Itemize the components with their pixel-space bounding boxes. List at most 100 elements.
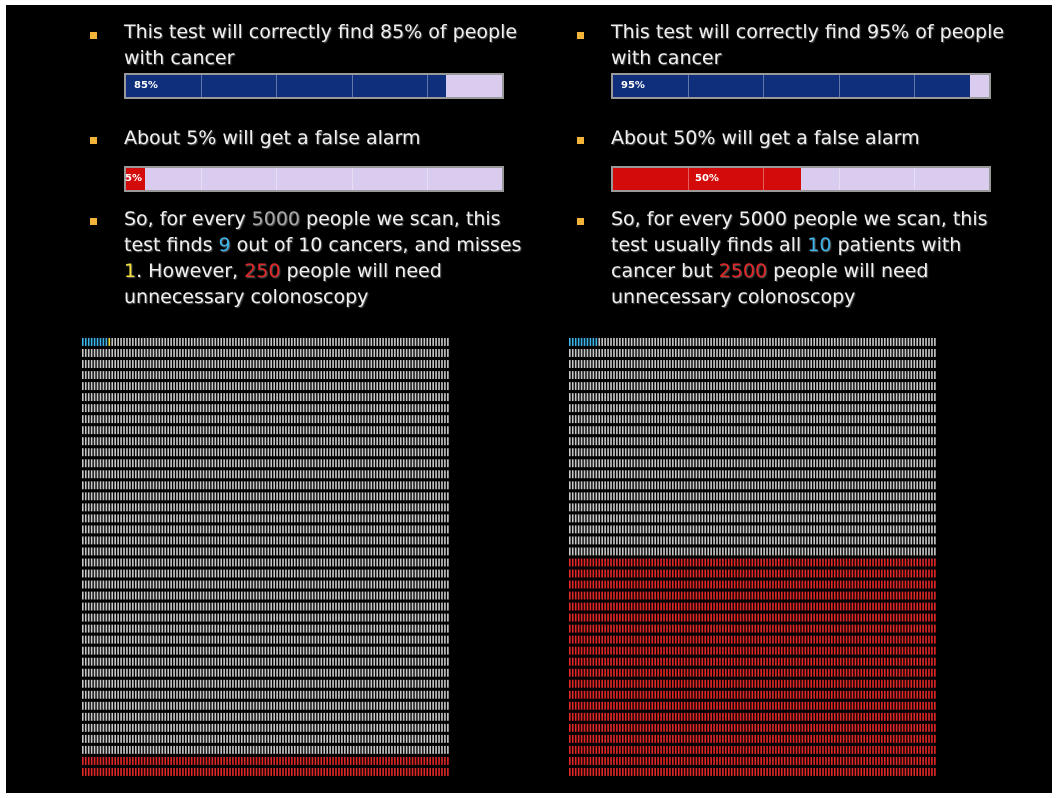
healthy-person (426, 701, 429, 710)
healthy-person (90, 492, 93, 501)
healthy-person (314, 415, 317, 424)
healthy-person (323, 404, 326, 413)
healthy-person (382, 481, 384, 490)
healthy-person (105, 536, 108, 545)
healthy-person (187, 558, 190, 567)
healthy-person (129, 679, 131, 688)
healthy-person (397, 569, 399, 578)
healthy-person (155, 459, 158, 468)
healthy-person (232, 448, 234, 457)
healthy-person (379, 514, 381, 523)
healthy-person (261, 514, 264, 523)
healthy-person (140, 415, 143, 424)
healthy-person (279, 558, 281, 567)
healthy-person (273, 525, 275, 534)
false-alarm-person (323, 756, 326, 765)
healthy-person (346, 437, 349, 446)
healthy-person (84, 492, 87, 501)
healthy-person (202, 657, 205, 666)
healthy-person (249, 646, 252, 655)
healthy-person (279, 349, 281, 357)
healthy-person (196, 371, 199, 380)
healthy-person (261, 679, 264, 688)
healthy-person (217, 646, 220, 655)
healthy-person (129, 635, 131, 644)
healthy-person (185, 558, 187, 567)
healthy-person (199, 734, 202, 743)
healthy-person (335, 580, 337, 589)
healthy-person (108, 712, 111, 721)
healthy-person (87, 536, 90, 545)
healthy-person (291, 426, 293, 435)
healthy-person (90, 558, 93, 567)
healthy-person (179, 503, 181, 512)
healthy-person (308, 481, 311, 490)
healthy-person (238, 371, 240, 380)
healthy-person (444, 580, 446, 589)
healthy-person (405, 668, 408, 677)
healthy-person (93, 481, 96, 490)
healthy-person (111, 712, 114, 721)
healthy-person (258, 580, 261, 589)
healthy-person (84, 569, 87, 578)
healthy-person (164, 668, 167, 677)
healthy-person (320, 426, 323, 435)
healthy-person (376, 613, 379, 622)
healthy-person (291, 701, 293, 710)
healthy-person (276, 393, 278, 402)
healthy-person (190, 426, 193, 435)
healthy-person (296, 745, 299, 754)
healthy-person (317, 426, 320, 435)
healthy-person (423, 393, 426, 402)
healthy-person (229, 547, 231, 556)
healthy-person (435, 613, 437, 622)
healthy-person (373, 503, 376, 512)
healthy-person (376, 679, 379, 688)
healthy-person (208, 745, 211, 754)
healthy-person (246, 426, 249, 435)
healthy-person (346, 349, 349, 357)
healthy-person (84, 668, 87, 677)
healthy-person (93, 514, 96, 523)
healthy-person (149, 360, 152, 368)
healthy-person (176, 536, 178, 545)
healthy-person (132, 679, 134, 688)
left-false-alarm-bar: 5% (124, 166, 504, 192)
healthy-person (279, 393, 281, 402)
healthy-person (273, 723, 275, 732)
healthy-person (264, 734, 267, 743)
healthy-person (379, 734, 381, 743)
false-alarm-person (232, 767, 234, 776)
healthy-person (120, 646, 122, 655)
healthy-person (408, 470, 411, 479)
healthy-person (96, 525, 99, 534)
healthy-person (102, 415, 105, 424)
healthy-person (87, 426, 90, 435)
healthy-person (264, 360, 267, 368)
healthy-person (308, 426, 311, 435)
healthy-person (335, 437, 337, 446)
healthy-person (379, 404, 381, 413)
healthy-person (411, 437, 414, 446)
healthy-person (117, 437, 119, 446)
healthy-person (185, 536, 187, 545)
healthy-person (364, 360, 367, 368)
healthy-person (358, 646, 361, 655)
healthy-person (93, 745, 96, 754)
healthy-person (114, 657, 116, 666)
healthy-person (414, 558, 417, 567)
healthy-person (349, 547, 352, 556)
healthy-person (252, 371, 255, 380)
healthy-person (420, 448, 423, 457)
healthy-person (82, 745, 84, 754)
healthy-person (173, 503, 175, 512)
healthy-person (373, 569, 376, 578)
healthy-person (120, 437, 122, 446)
healthy-person (279, 591, 281, 600)
healthy-person (296, 503, 299, 512)
healthy-person (111, 547, 114, 556)
healthy-person (338, 591, 340, 600)
healthy-person (282, 338, 284, 346)
healthy-person (358, 635, 361, 644)
healthy-person (438, 547, 440, 556)
